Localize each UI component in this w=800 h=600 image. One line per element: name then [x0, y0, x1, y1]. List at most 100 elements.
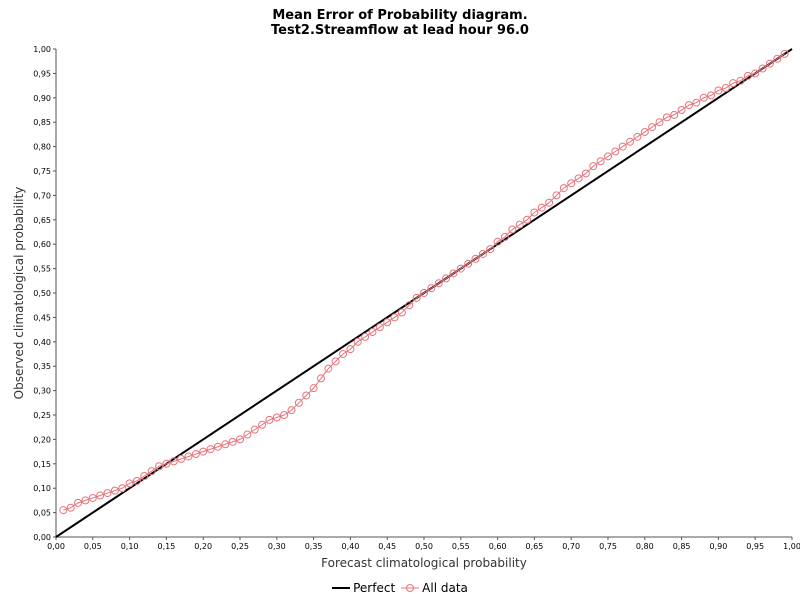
data-point	[736, 76, 745, 85]
x-tick-label: 0,90	[709, 542, 727, 551]
x-tick-label: 0,80	[636, 542, 654, 551]
data-point	[581, 169, 590, 178]
data-point	[611, 147, 620, 156]
x-tick-label: 0,05	[84, 542, 102, 551]
data-point	[110, 486, 119, 495]
data-point	[567, 179, 576, 188]
legend: Perfect All data	[0, 580, 800, 596]
data-point	[294, 398, 303, 407]
y-tick-label: 0,95	[33, 69, 51, 78]
data-point	[559, 184, 568, 193]
x-axis-label: Forecast climatological probability	[321, 556, 527, 570]
data-point	[250, 425, 259, 434]
data-point	[243, 430, 252, 439]
y-tick-label: 0,55	[33, 265, 51, 274]
data-point	[456, 264, 465, 273]
data-point	[604, 152, 612, 161]
x-tick-label: 0,25	[231, 542, 249, 551]
x-tick-label: 0,75	[599, 542, 617, 551]
y-tick-label: 0,25	[33, 411, 51, 420]
data-point	[74, 498, 83, 507]
data-point	[302, 391, 311, 400]
data-point	[596, 157, 605, 166]
data-point	[155, 462, 164, 471]
data-point	[88, 493, 97, 502]
data-point	[471, 254, 480, 263]
data-point	[714, 86, 723, 95]
data-point	[265, 415, 274, 424]
data-point	[449, 269, 458, 278]
data-point	[132, 476, 141, 485]
x-tick-label: 0,35	[305, 542, 323, 551]
data-point	[81, 496, 90, 505]
data-point	[721, 84, 730, 93]
data-point	[375, 323, 384, 332]
chart-subtitle: Test2.Streamflow at lead hour 96.0	[271, 23, 529, 38]
y-tick-label: 0,65	[33, 216, 51, 225]
data-point	[96, 491, 105, 500]
data-point	[493, 237, 502, 246]
y-tick-label: 0,05	[33, 509, 51, 518]
legend-item-perfect: Perfect	[332, 581, 395, 595]
data-point	[442, 274, 451, 283]
data-point	[655, 118, 664, 127]
data-point	[272, 413, 281, 422]
y-ticks: 0,00 0,05 0,10 0,15 0,20 0,25 0,30 0,35 0,40 0,45…	[33, 45, 56, 542]
x-tick-label: 0,70	[562, 542, 580, 551]
data-point	[162, 459, 171, 468]
data-point	[640, 127, 649, 136]
data-point	[184, 452, 193, 461]
data-point	[309, 384, 318, 393]
data-point	[316, 374, 325, 383]
data-point	[677, 106, 686, 114]
data-point	[206, 445, 215, 454]
data-point	[147, 467, 156, 476]
x-tick-label: 0,40	[341, 542, 359, 551]
series-line-all-data	[63, 53, 785, 511]
data-point	[361, 332, 370, 341]
x-tick-label: 0,95	[746, 542, 764, 551]
data-point	[191, 450, 200, 459]
data-point	[780, 49, 789, 58]
x-tick-label: 0,30	[268, 542, 286, 551]
data-point	[427, 284, 436, 293]
data-point	[353, 337, 362, 346]
data-point	[486, 245, 495, 254]
data-point	[589, 162, 598, 171]
data-point	[699, 93, 708, 102]
data-point	[199, 447, 208, 456]
data-point	[500, 232, 509, 241]
data-point	[280, 411, 289, 419]
data-point	[390, 313, 399, 322]
data-point	[221, 440, 230, 449]
series-markers-all-data	[59, 49, 789, 515]
data-point	[626, 137, 635, 146]
y-tick-label: 0,70	[33, 191, 51, 200]
x-ticks: 0,00 0,05 0,10 0,15 0,20 0,25 0,30 0,35 0,40 0,45…	[47, 537, 800, 551]
x-tick-label: 0,60	[489, 542, 507, 551]
x-tick-label: 0,10	[121, 542, 139, 551]
data-point	[103, 489, 112, 498]
y-tick-label: 0,15	[33, 460, 51, 469]
data-point	[339, 350, 348, 358]
data-point	[545, 198, 554, 207]
data-point	[59, 506, 68, 515]
data-point	[478, 249, 487, 258]
data-point	[662, 113, 671, 122]
y-axis-label: Observed climatological probability	[12, 187, 26, 400]
data-point	[633, 132, 642, 141]
data-point	[552, 191, 561, 200]
y-tick-label: 0,85	[33, 118, 51, 127]
data-point	[508, 225, 517, 234]
y-tick-label: 0,50	[33, 289, 51, 298]
data-point	[213, 442, 222, 451]
data-point	[383, 318, 392, 327]
data-point	[692, 98, 701, 107]
data-point	[758, 64, 767, 73]
x-tick-label: 0,55	[452, 542, 470, 551]
data-point	[405, 301, 414, 310]
data-point	[118, 484, 127, 493]
x-tick-label: 0,20	[194, 542, 212, 551]
x-tick-label: 1,00	[783, 542, 800, 551]
data-point	[751, 69, 760, 78]
